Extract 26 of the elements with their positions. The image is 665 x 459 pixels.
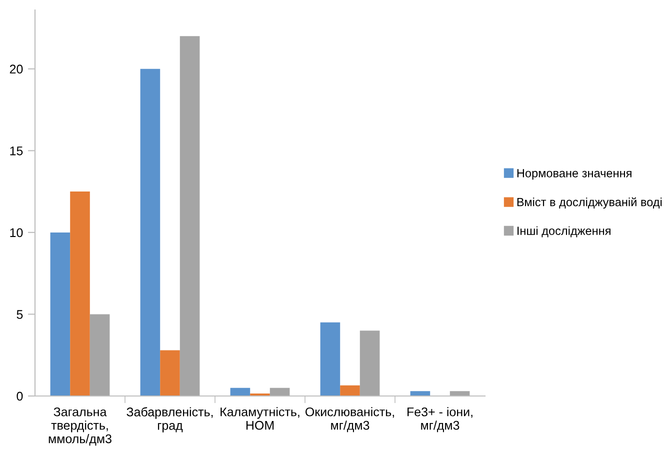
bar bbox=[230, 388, 250, 396]
y-tick-label: 10 bbox=[10, 228, 23, 238]
bar bbox=[140, 68, 160, 396]
bar bbox=[70, 192, 90, 396]
bar bbox=[180, 36, 200, 396]
bar bbox=[160, 350, 180, 396]
bar bbox=[450, 391, 470, 396]
y-tick-label: 20 bbox=[10, 64, 23, 74]
bar bbox=[90, 314, 110, 396]
bar bbox=[50, 232, 70, 396]
y-tick-label: 15 bbox=[10, 146, 23, 156]
x-tick-label: Fe3+ - іони, мг/дм3 bbox=[408, 407, 472, 432]
y-tick-label: 0 bbox=[16, 392, 23, 401]
legend-label: Вміст в досліджуваній воді bbox=[517, 197, 662, 209]
x-tick-label: Забарвленість, град bbox=[126, 407, 213, 432]
y-tick-label: 5 bbox=[16, 310, 23, 319]
bar bbox=[340, 385, 360, 396]
bar bbox=[320, 322, 340, 396]
bar bbox=[270, 388, 290, 396]
legend-label: Інші дослідження bbox=[518, 226, 610, 238]
bar bbox=[410, 391, 430, 396]
x-tick-label: Загальна твердість, ммоль/дм3 bbox=[48, 407, 112, 446]
bar bbox=[360, 330, 380, 396]
x-tick-label: Каламутність, НОМ bbox=[220, 407, 300, 430]
x-tick-label: Окислюваність, мг/дм3 bbox=[306, 407, 394, 432]
legend-label: Нормоване значення bbox=[517, 169, 632, 180]
